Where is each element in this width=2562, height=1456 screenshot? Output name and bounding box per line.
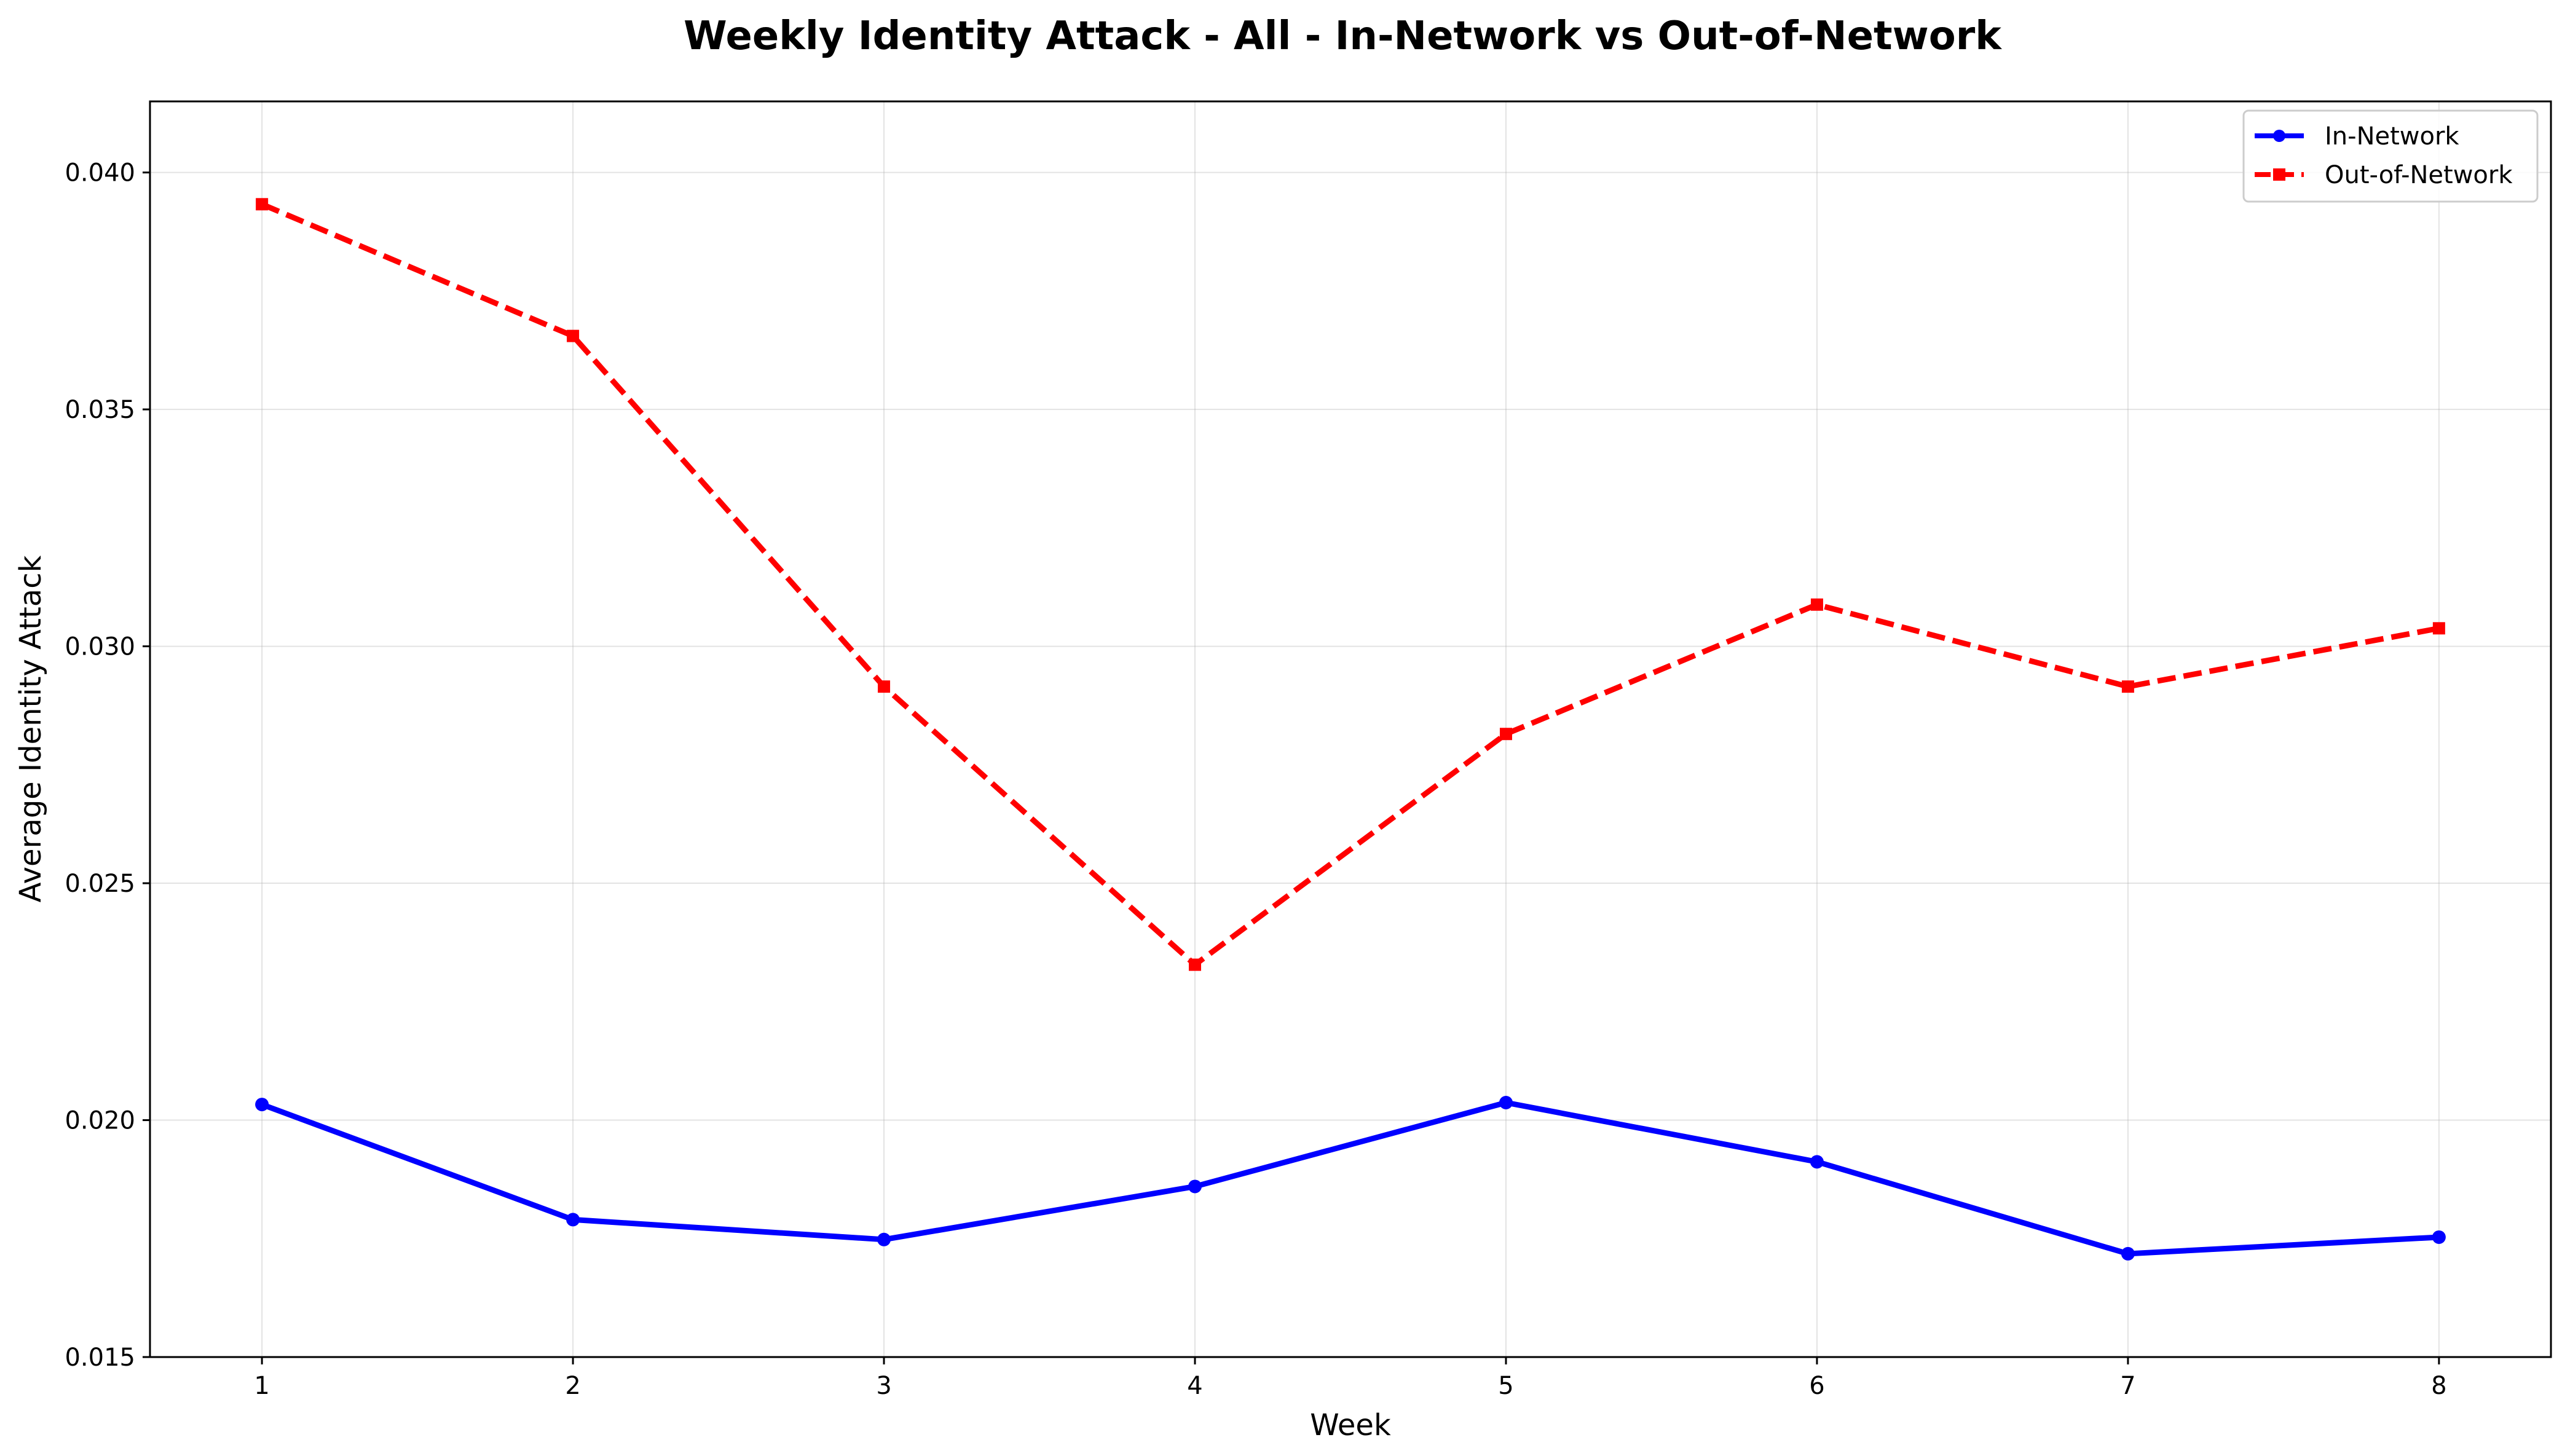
- chart-title: Weekly Identity Attack - All - In-Networ…: [684, 14, 2002, 59]
- data-point-out-of-network: [1189, 958, 1202, 971]
- data-point-in-network: [2121, 1246, 2135, 1261]
- y-tick-label: 0.035: [65, 396, 135, 424]
- x-tick-label: 2: [565, 1372, 580, 1400]
- y-axis-label: Average Identity Attack: [14, 555, 48, 902]
- data-point-in-network: [566, 1213, 580, 1227]
- data-point-in-network: [1499, 1096, 1513, 1110]
- x-tick-label: 8: [2431, 1372, 2446, 1400]
- x-tick-label: 1: [254, 1372, 269, 1400]
- data-point-out-of-network: [878, 680, 891, 693]
- legend-label-out-of-network: Out-of-Network: [2325, 161, 2513, 189]
- x-axis-label: Week: [1310, 1408, 1391, 1442]
- y-tick-label: 0.025: [65, 870, 135, 898]
- x-tick-label: 6: [1809, 1372, 1824, 1400]
- axis-ticks: 1 2 3 4 5 6 7 8 0.015 0.020 0.025 0.030 0.035 0.040: [65, 159, 2446, 1400]
- y-tick-label: 0.015: [65, 1344, 135, 1372]
- legend-marker-out-of-network: [2273, 168, 2285, 181]
- data-point-out-of-network: [256, 198, 269, 211]
- plot-area-frame: [149, 100, 2552, 1358]
- data-point-in-network: [877, 1232, 891, 1246]
- x-tick-label: 3: [876, 1372, 891, 1400]
- data-point-in-network: [1810, 1155, 1824, 1169]
- data-point-out-of-network: [1810, 598, 1823, 611]
- y-tick-label: 0.030: [65, 633, 135, 661]
- legend: In-Network Out-of-Network: [2242, 109, 2539, 203]
- legend-marker-in-network: [2273, 130, 2285, 142]
- y-tick-label: 0.020: [65, 1107, 135, 1135]
- x-tick-label: 5: [1498, 1372, 1513, 1400]
- y-tick-label: 0.040: [65, 159, 135, 187]
- data-point-out-of-network: [2121, 680, 2134, 693]
- grid: [150, 101, 2551, 1358]
- legend-box: [2242, 109, 2539, 203]
- series-line-out-of-network: [261, 202, 2440, 968]
- x-tick-label: 7: [2120, 1372, 2135, 1400]
- series-line-in-network: [261, 1100, 2440, 1257]
- data-point-out-of-network: [2432, 622, 2445, 635]
- data-point-out-of-network: [1499, 728, 1512, 741]
- legend-label-in-network: In-Network: [2325, 122, 2459, 151]
- data-point-in-network: [2432, 1230, 2446, 1244]
- data-point-out-of-network: [567, 329, 580, 342]
- data-point-in-network: [1188, 1179, 1202, 1194]
- x-tick-label: 4: [1187, 1372, 1202, 1400]
- data-point-in-network: [255, 1098, 269, 1112]
- series-layer: [255, 198, 2446, 1261]
